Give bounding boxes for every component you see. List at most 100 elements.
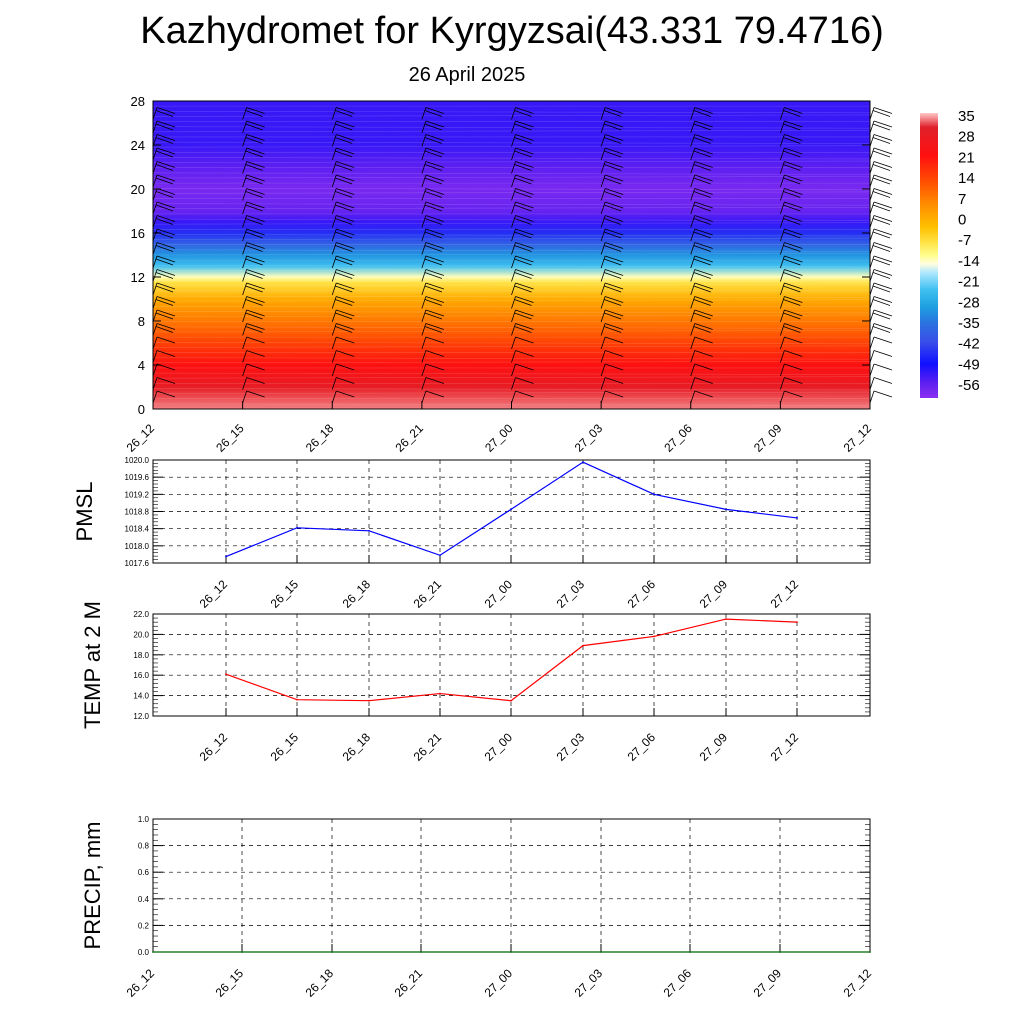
contour-line bbox=[152, 341, 871, 345]
contour-line bbox=[152, 222, 871, 225]
wind-barb bbox=[421, 201, 445, 215]
wind-barb bbox=[600, 363, 624, 377]
wind-barb bbox=[242, 363, 265, 377]
contour-line bbox=[152, 249, 871, 252]
wind-barb bbox=[690, 390, 713, 404]
contour-line bbox=[152, 207, 871, 210]
wind-barb bbox=[242, 377, 265, 390]
wind-barb bbox=[600, 282, 624, 296]
wind-barb bbox=[511, 377, 534, 390]
wind-barb bbox=[869, 350, 893, 363]
wind-barb bbox=[869, 201, 893, 215]
x-tick-label: 27_06 bbox=[661, 421, 695, 455]
data-point bbox=[653, 493, 655, 496]
y-axis-title: PMSL bbox=[72, 482, 97, 542]
wind-barb bbox=[421, 228, 445, 242]
wind-barb bbox=[600, 201, 624, 215]
wind-barb bbox=[779, 242, 803, 255]
x-tick-label: 26_21 bbox=[411, 577, 445, 611]
wind-barb bbox=[690, 107, 713, 120]
wind-barb bbox=[690, 188, 713, 201]
data-point bbox=[368, 529, 370, 532]
wind-barb bbox=[690, 363, 713, 377]
wind-barb bbox=[779, 147, 803, 161]
wind-barb bbox=[511, 120, 534, 134]
data-point bbox=[368, 699, 370, 702]
wind-barb bbox=[242, 161, 265, 174]
wind-barb bbox=[331, 188, 355, 201]
contour-line bbox=[152, 391, 871, 394]
y-tick-label: 14.0 bbox=[133, 692, 149, 701]
x-tick-label: 26_15 bbox=[213, 421, 247, 455]
wind-barb bbox=[779, 390, 803, 404]
colorbar-label: -21 bbox=[958, 274, 980, 291]
precip-chart: 0.0 0.2 0.4 0.6 0.8 1.0 26_12 26_15 26_18 26_21 27… bbox=[80, 815, 874, 1000]
data-point bbox=[152, 951, 154, 953]
wind-barb bbox=[511, 134, 534, 147]
contour-line bbox=[152, 295, 871, 298]
wind-barb bbox=[779, 336, 803, 350]
wind-barb bbox=[152, 282, 176, 296]
contour-line bbox=[152, 176, 871, 179]
wind-barb bbox=[242, 188, 265, 201]
y-tick-label: 1018.8 bbox=[125, 508, 150, 517]
pmsl-chart: 1017.6 1018.0 1018.4 1018.8 1019.2 1019.6 1020… bbox=[72, 456, 871, 611]
wind-barb bbox=[331, 377, 355, 390]
contour-line bbox=[152, 126, 871, 129]
contour-line bbox=[152, 187, 871, 191]
x-tick-label: 27_00 bbox=[482, 577, 516, 611]
y-tick-label: 8 bbox=[138, 314, 145, 329]
wind-barb bbox=[511, 296, 534, 309]
y-tick-label: 0 bbox=[138, 402, 145, 417]
colorbar-label: 21 bbox=[958, 149, 975, 166]
wind-barb bbox=[242, 296, 265, 309]
wind-barb bbox=[242, 309, 265, 323]
colorbar-label: -42 bbox=[958, 336, 980, 353]
wind-barb bbox=[869, 215, 893, 228]
colorbar-label: 28 bbox=[958, 129, 975, 146]
wind-barb bbox=[511, 269, 534, 282]
x-tick-label: 27_09 bbox=[697, 730, 731, 764]
y-tick-label: 1018.4 bbox=[125, 525, 150, 534]
wind-barb bbox=[331, 201, 355, 215]
colorbar-label: 7 bbox=[958, 191, 966, 208]
contour-line bbox=[152, 218, 871, 221]
wind-barb bbox=[869, 174, 893, 188]
x-tick-label: 27_12 bbox=[841, 421, 875, 455]
data-point bbox=[796, 517, 798, 519]
wind-barb bbox=[242, 134, 265, 147]
wind-barb bbox=[779, 350, 803, 363]
wind-barb bbox=[779, 323, 803, 336]
wind-barb bbox=[421, 363, 445, 377]
wind-barb bbox=[331, 282, 355, 296]
x-tick-label: 27_09 bbox=[751, 966, 785, 1000]
wind-barb bbox=[421, 377, 445, 390]
wind-barb bbox=[779, 296, 803, 309]
data-point bbox=[241, 951, 243, 953]
x-tick-label: 26_12 bbox=[197, 730, 231, 764]
colorbar-label: -7 bbox=[958, 232, 971, 249]
wind-barb bbox=[600, 309, 624, 323]
wind-barb bbox=[690, 296, 713, 309]
wind-barb bbox=[600, 174, 624, 188]
x-tick-label: 27_09 bbox=[697, 577, 731, 611]
x-tick-label: 27_00 bbox=[482, 730, 516, 764]
data-point bbox=[439, 554, 441, 557]
data-point bbox=[653, 635, 655, 638]
data-point bbox=[420, 951, 422, 953]
wind-barb bbox=[779, 201, 803, 215]
wind-barb bbox=[600, 350, 624, 363]
wind-barb bbox=[331, 107, 355, 120]
y-tick-label: 16.0 bbox=[133, 671, 149, 680]
wind-barb bbox=[690, 269, 713, 282]
wind-barb bbox=[331, 309, 355, 323]
wind-barb bbox=[869, 188, 893, 201]
wind-barb bbox=[152, 161, 176, 174]
wind-barb bbox=[242, 147, 265, 161]
contour-line bbox=[152, 237, 871, 240]
wind-barb bbox=[421, 215, 445, 228]
wind-barb bbox=[152, 350, 176, 363]
wind-barb bbox=[600, 242, 624, 255]
wind-barb bbox=[779, 161, 803, 174]
